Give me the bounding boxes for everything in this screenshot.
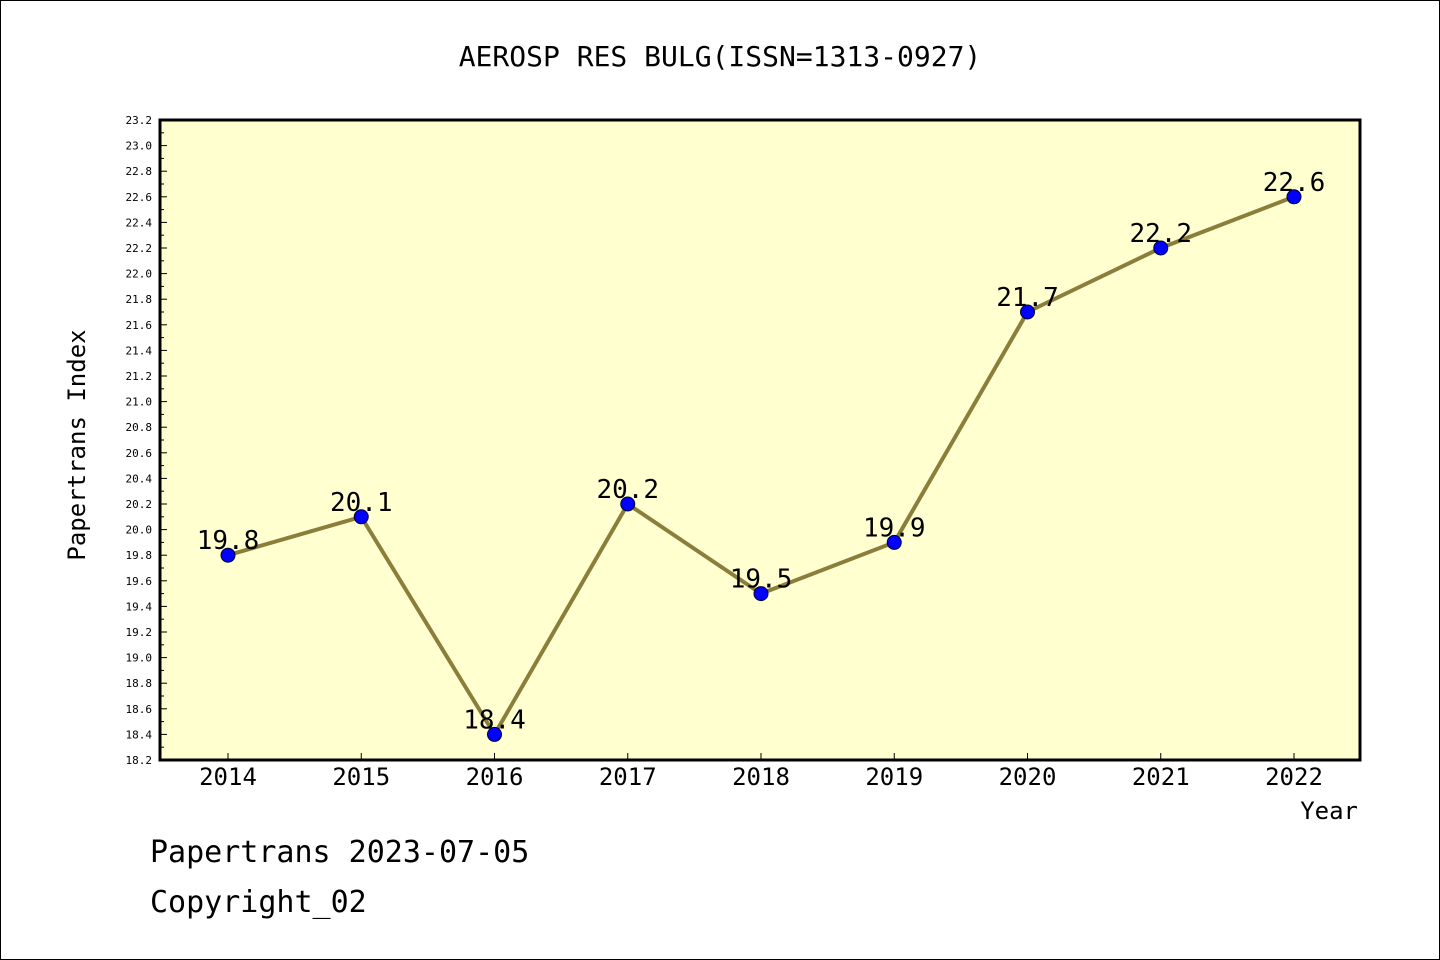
x-tick-label: 2015 <box>332 763 390 791</box>
data-label: 19.9 <box>863 513 926 543</box>
x-axis-label: Year <box>1300 797 1358 825</box>
data-points <box>220 189 1302 742</box>
data-label: 19.8 <box>197 526 260 556</box>
x-tick-label: 2022 <box>1265 763 1323 791</box>
data-label: 20.1 <box>330 488 393 518</box>
x-tick-label: 2017 <box>599 763 657 791</box>
data-point <box>487 726 502 742</box>
y-tick-label: 18.8 <box>126 677 153 690</box>
data-label: 22.2 <box>1129 219 1192 249</box>
y-axis-label: Papertrans Index <box>63 329 91 560</box>
data-point <box>220 547 236 563</box>
data-label: 19.5 <box>730 565 793 595</box>
data-point <box>353 509 369 525</box>
x-tick-label: 2021 <box>1132 763 1190 791</box>
x-tick-label: 2019 <box>865 763 923 791</box>
y-tick-label: 23.2 <box>126 114 153 127</box>
y-tick-label: 18.4 <box>126 728 153 741</box>
y-tick-label: 20.4 <box>126 472 153 485</box>
data-point <box>620 496 636 512</box>
data-point <box>753 586 769 602</box>
footer-date: Papertrans 2023-07-05 <box>150 835 530 870</box>
chart-title: AEROSP RES BULG(ISSN=1313-0927) <box>459 40 982 73</box>
y-tick-label: 20.8 <box>126 421 153 434</box>
y-tick-label: 18.2 <box>126 754 153 767</box>
data-point <box>886 534 902 550</box>
y-tick-label: 19.4 <box>126 600 153 613</box>
x-tick-label: 2014 <box>199 763 257 791</box>
y-tick-label: 19.0 <box>126 652 153 665</box>
data-point <box>1153 240 1169 256</box>
data-labels: 19.8 20.1 18.4 20.2 19.5 19.9 21.7 22.2 22.6 <box>197 168 1326 736</box>
x-tick-label: 2020 <box>999 763 1057 791</box>
y-tick-label: 19.6 <box>126 575 153 588</box>
y-tick-label: 21.8 <box>126 293 153 306</box>
x-tick-label: 2016 <box>466 763 524 791</box>
y-tick-label: 20.0 <box>126 524 153 537</box>
y-tick-label: 18.6 <box>126 703 153 716</box>
y-tick-label: 22.2 <box>126 242 153 255</box>
data-point <box>1020 304 1035 320</box>
data-label: 18.4 <box>463 705 526 735</box>
y-tick-label: 21.6 <box>126 319 153 332</box>
y-tick-label: 20.6 <box>126 447 153 460</box>
footer-copyright: Copyright_02 <box>150 885 367 920</box>
data-point <box>1286 189 1302 205</box>
y-tick-label: 19.8 <box>126 549 153 562</box>
y-axis: 18.2 18.4 18.6 18.8 19.0 19.2 19.4 19.6 19.8 20.0… <box>126 114 167 767</box>
plot-area <box>158 118 1362 762</box>
data-label: 20.2 <box>596 475 659 505</box>
y-tick-label: 21.0 <box>126 396 153 409</box>
y-tick-label: 22.0 <box>126 268 153 281</box>
y-tick-label: 22.4 <box>126 216 153 229</box>
y-tick-label: 21.2 <box>126 370 153 383</box>
y-tick-label: 19.2 <box>126 626 153 639</box>
x-tick-label: 2018 <box>732 763 790 791</box>
y-tick-label: 21.4 <box>126 344 153 357</box>
x-axis: 2014 2015 2016 2017 2018 2019 2020 2021 2022 <box>199 753 1323 791</box>
y-tick-label: 20.2 <box>126 498 153 511</box>
data-label: 22.6 <box>1263 168 1326 198</box>
y-tick-label: 23.0 <box>126 140 153 153</box>
data-label: 21.7 <box>996 283 1059 313</box>
y-tick-label: 22.8 <box>126 165 153 178</box>
y-tick-label: 22.6 <box>126 191 153 204</box>
